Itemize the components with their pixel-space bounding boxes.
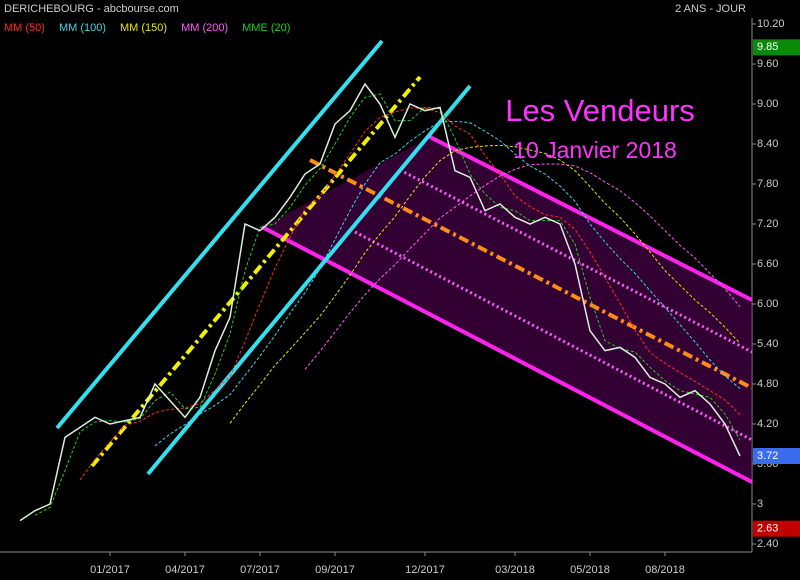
y-tick-label: 9.00 bbox=[757, 98, 778, 110]
chart-title: DERICHEBOURG - abcbourse.com bbox=[4, 3, 179, 15]
x-tick-label: 12/2017 bbox=[405, 564, 445, 576]
legend-entry: MM (50) bbox=[4, 22, 45, 34]
x-tick-label: 03/2018 bbox=[495, 564, 535, 576]
y-tick-label: 2.40 bbox=[757, 538, 778, 550]
y-tick-label: 9.60 bbox=[757, 58, 778, 70]
y-tick-label: 7.80 bbox=[757, 178, 778, 190]
y-tick-label: 4.80 bbox=[757, 378, 778, 390]
legend: MM (50) MM (100) MM (150) MM (200) MME (20) bbox=[4, 22, 290, 34]
x-tick-label: 09/2017 bbox=[315, 564, 355, 576]
moving-average bbox=[79, 107, 741, 481]
price-badge bbox=[753, 39, 800, 56]
annotation: Les Vendeurs bbox=[505, 93, 695, 128]
x-tick-label: 05/2018 bbox=[570, 564, 610, 576]
down-channel-fill bbox=[262, 137, 752, 482]
annotation: 10 Janvier 2018 bbox=[513, 137, 677, 163]
price-badge-label: 3.72 bbox=[757, 450, 778, 462]
moving-average bbox=[304, 163, 741, 370]
legend-entry: MM (100) bbox=[59, 22, 106, 34]
moving-average bbox=[229, 144, 741, 424]
x-tick-label: 01/2017 bbox=[90, 564, 130, 576]
price-badge bbox=[753, 520, 800, 537]
channel-dotted bbox=[399, 168, 753, 354]
plot bbox=[19, 82, 741, 522]
chart-subtitle: 2 ANS - JOUR bbox=[675, 3, 746, 15]
y-tick-label: 3 bbox=[757, 498, 763, 510]
x-tick-label: 04/2017 bbox=[165, 564, 205, 576]
channel-top bbox=[429, 135, 753, 302]
legend-entry: MM (150) bbox=[120, 22, 167, 34]
y-tick-label: 5.40 bbox=[757, 338, 778, 350]
y-tick-label: 4.20 bbox=[757, 418, 778, 430]
y-tick-label: 8.40 bbox=[757, 138, 778, 150]
legend-entry: MME (20) bbox=[242, 22, 290, 34]
up-channel-top bbox=[55, 39, 384, 430]
price-line bbox=[19, 82, 741, 522]
up-channel-bottom bbox=[146, 84, 472, 476]
y-tick-label: 10.20 bbox=[757, 18, 785, 30]
price-badge-label: 2.63 bbox=[757, 523, 778, 535]
channel-mid bbox=[309, 158, 753, 390]
y-tick-label: 6.00 bbox=[757, 298, 778, 310]
channel-bottom bbox=[261, 225, 753, 484]
y-tick-label: 6.60 bbox=[757, 258, 778, 270]
x-tick-label: 07/2017 bbox=[240, 564, 280, 576]
legend-entry: MM (200) bbox=[181, 22, 228, 34]
moving-average bbox=[154, 120, 741, 447]
price-badge bbox=[753, 448, 800, 464]
price-badge-label: 9.85 bbox=[757, 41, 778, 53]
x-tick-label: 08/2018 bbox=[645, 564, 685, 576]
y-tick-label: 7.20 bbox=[757, 218, 778, 230]
